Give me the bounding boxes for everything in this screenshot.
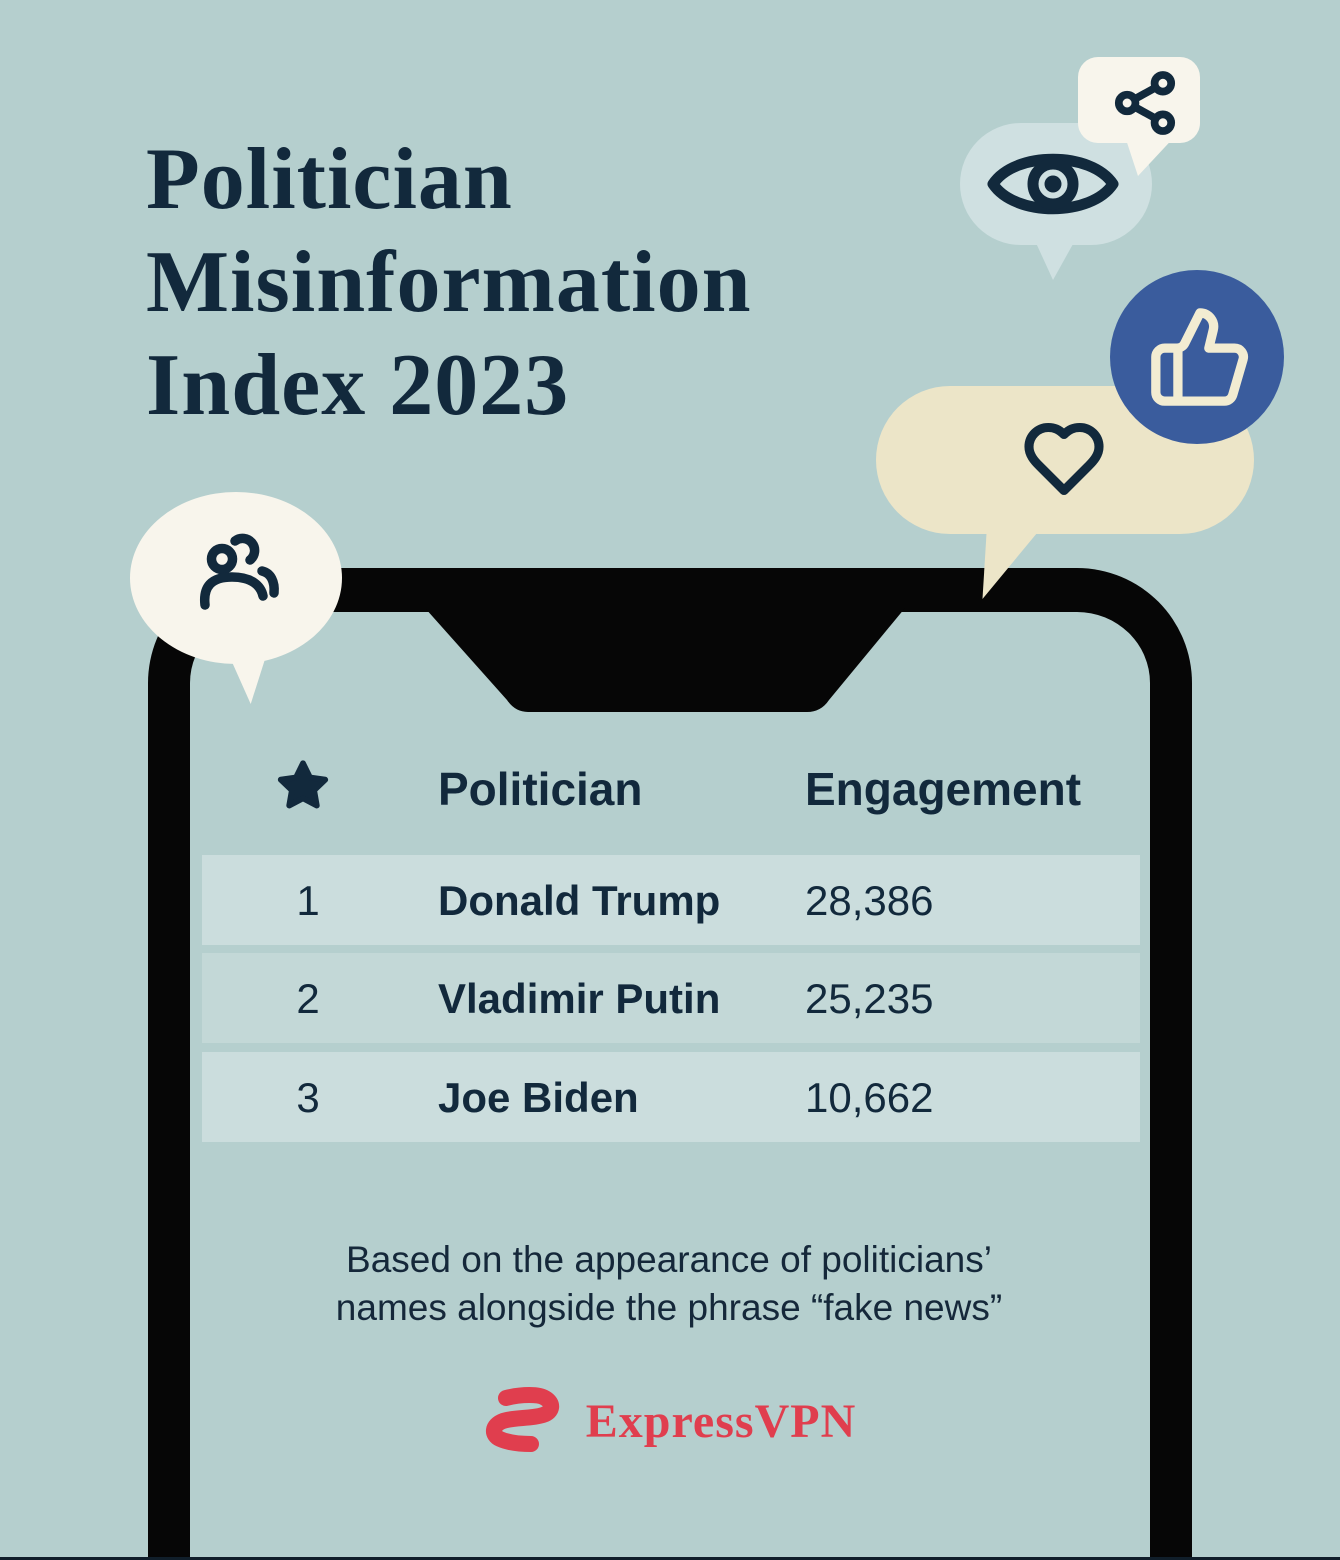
people-icon [199,533,279,610]
rank-cell: 2 [296,975,320,1022]
politician-cell: Vladimir Putin [438,975,721,1022]
engagement-column-header: Engagement [805,763,1082,815]
title-line-3: Index 2023 [146,337,570,434]
bottom-edge-line [0,1557,1340,1560]
page-title: Politician Misinformation Index 2023 [146,128,752,437]
eye-speech-bubble-tail [1034,238,1076,280]
engagement-cell: 25,235 [805,975,934,1022]
rank-cell: 1 [296,877,320,924]
heart-icon [1024,422,1104,496]
footnote-line-2: names alongside the phrase “fake news” [335,1287,1003,1328]
footnote: Based on the appearance of politicians’ … [190,1236,1148,1332]
politician-column-header: Politician [438,763,643,815]
phone-notch [425,608,905,712]
eye-icon [987,153,1119,215]
expressvpn-logo-icon [485,1387,559,1452]
brand-lockup: ExpressVPN [190,1386,1148,1456]
thumbs-up-icon [1151,308,1249,406]
like-circle-badge [1110,270,1284,444]
politician-cell: Joe Biden [438,1074,639,1121]
engagement-cell: 10,662 [805,1074,934,1121]
star-icon [277,760,329,809]
engagement-cell: 28,386 [805,877,934,924]
table-header-row: Politician Engagement [202,754,1140,824]
table-row: 2 Vladimir Putin 25,235 [202,953,1140,1043]
footnote-line-1: Based on the appearance of politicians’ [346,1239,992,1280]
politician-cell: Donald Trump [438,877,721,924]
brand-name: ExpressVPN [585,1394,857,1448]
table-row: 3 Joe Biden 10,662 [202,1052,1140,1142]
rank-cell: 3 [296,1074,320,1121]
title-line-2: Misinformation [146,234,752,331]
title-line-1: Politician [146,131,513,228]
table-row: 1 Donald Trump 28,386 [202,855,1140,945]
share-icon [1114,71,1176,135]
